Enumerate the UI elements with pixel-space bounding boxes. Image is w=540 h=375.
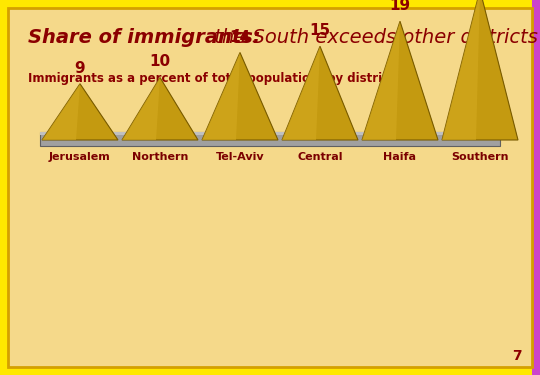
Text: Haifa: Haifa [383, 152, 416, 162]
Polygon shape [42, 84, 118, 140]
Polygon shape [362, 21, 400, 140]
Text: 15: 15 [309, 23, 330, 38]
Polygon shape [282, 46, 320, 140]
Polygon shape [160, 78, 198, 140]
Polygon shape [202, 53, 240, 140]
Text: the South exceeds other districts: the South exceeds other districts [208, 28, 538, 47]
Bar [532, 0, 540, 375]
Polygon shape [80, 84, 118, 140]
Bar [40, 132, 500, 135]
Polygon shape [400, 21, 438, 140]
Text: 14: 14 [230, 30, 251, 45]
Bar [0, 367, 540, 375]
Bar [40, 132, 500, 146]
Text: Tel-Aviv: Tel-Aviv [215, 152, 264, 162]
Text: Immigrants as a percent of total population, by district: Immigrants as a percent of total populat… [28, 72, 395, 85]
Polygon shape [442, 0, 480, 140]
Bar [0, 0, 540, 8]
Polygon shape [442, 0, 518, 140]
Polygon shape [320, 46, 358, 140]
Text: 10: 10 [150, 54, 171, 69]
Polygon shape [480, 0, 518, 140]
Polygon shape [240, 53, 278, 140]
Polygon shape [282, 46, 358, 140]
Text: Central: Central [297, 152, 343, 162]
Polygon shape [122, 78, 198, 140]
Polygon shape [42, 84, 80, 140]
Text: 9: 9 [75, 61, 85, 76]
Text: 19: 19 [389, 0, 410, 13]
Polygon shape [122, 78, 160, 140]
Polygon shape [362, 21, 438, 140]
Text: 7: 7 [512, 349, 522, 363]
Text: Share of immigrants:: Share of immigrants: [28, 28, 261, 47]
Text: Northern: Northern [132, 152, 188, 162]
Bar [0, 0, 8, 375]
Text: Jerusalem: Jerusalem [49, 152, 111, 162]
Text: Southern: Southern [451, 152, 509, 162]
Polygon shape [202, 53, 278, 140]
